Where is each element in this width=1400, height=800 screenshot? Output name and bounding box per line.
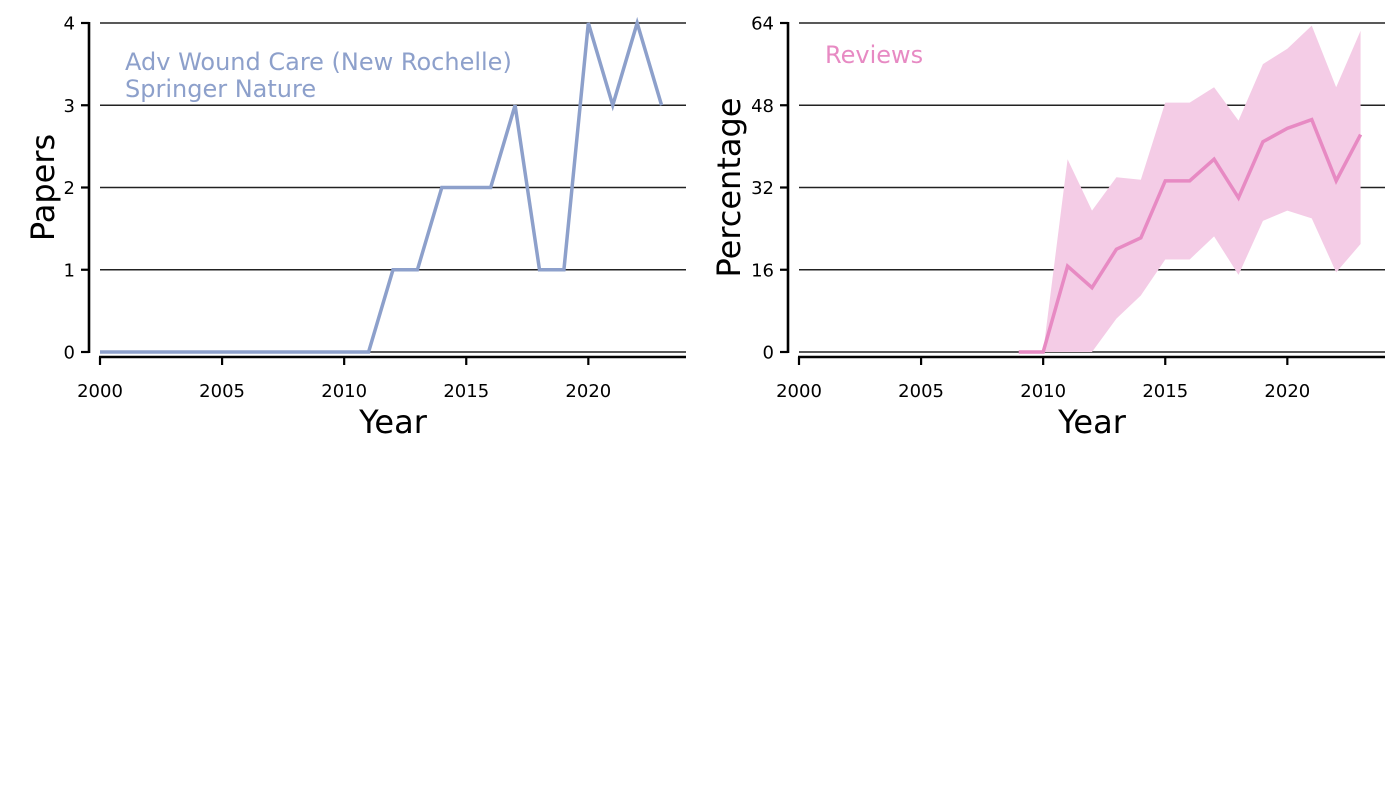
annotation-text: Adv Wound Care (New Rochelle) (125, 48, 512, 76)
y-tick-label: 48 (751, 96, 774, 117)
y-tick-label: 64 (751, 14, 774, 35)
y-tick-label: 16 (751, 260, 774, 281)
annotation-text: Springer Nature (125, 75, 316, 103)
x-tick-label: 2010 (321, 381, 367, 402)
x-tick-label: 2010 (1020, 381, 1066, 402)
x-tick-label: 2020 (1264, 381, 1310, 402)
y-tick-label: 4 (64, 14, 75, 35)
y-tick-label: 2 (64, 178, 75, 199)
y-tick-label: 0 (64, 343, 75, 364)
y-tick-label: 0 (763, 343, 774, 364)
y-tick-label: 1 (64, 260, 75, 281)
x-tick-label: 2000 (77, 381, 123, 402)
x-tick-label: 2000 (776, 381, 822, 402)
papers-chart: 0 1 2 3 4 2000 2005 2010 2015 2020 Year Papers Adv W… (24, 14, 686, 441)
x-tick-label: 2005 (898, 381, 944, 402)
y-axis-title: Papers (24, 134, 62, 241)
x-tick-label: 2015 (443, 381, 489, 402)
series-line (100, 16, 664, 354)
x-axis-title: Year (358, 403, 428, 441)
series-line (1018, 117, 1363, 354)
x-axis-title: Year (1057, 403, 1127, 441)
y-axis-title: Percentage (710, 97, 748, 277)
y-tick-label: 3 (64, 96, 75, 117)
confidence-band (1018, 25, 1361, 352)
reviews-percentage-chart: 0 16 32 48 64 2000 2005 2010 2015 2020 Year Percent… (710, 14, 1385, 441)
y-tick-label: 32 (751, 178, 774, 199)
x-tick-label: 2020 (565, 381, 611, 402)
x-tick-label: 2005 (199, 381, 245, 402)
x-tick-label: 2015 (1142, 381, 1188, 402)
annotation-text: Reviews (825, 41, 923, 69)
